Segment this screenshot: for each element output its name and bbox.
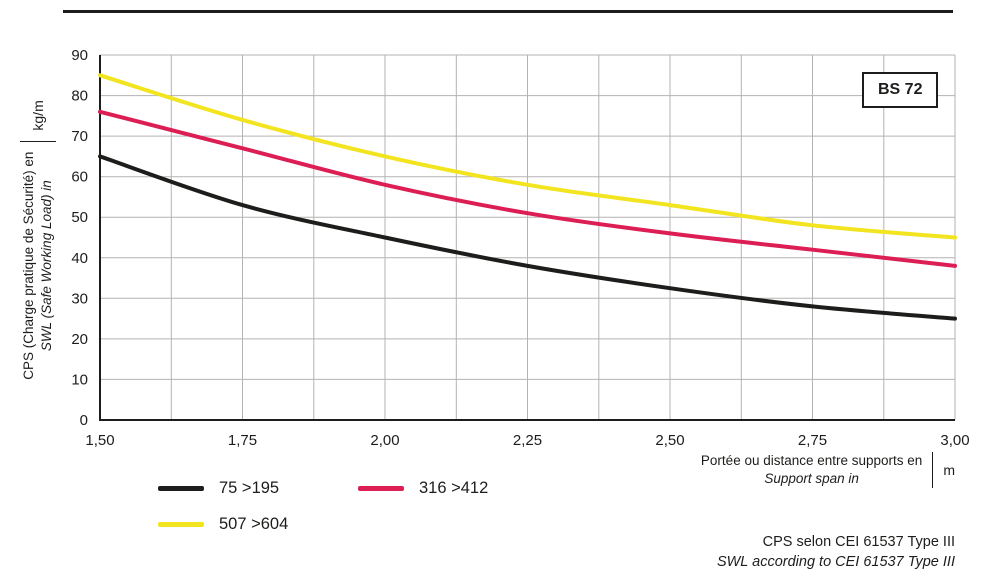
standards-note-en: SWL according to CEI 61537 Type III	[716, 553, 955, 570]
legend-swatch-black	[158, 486, 204, 491]
series-line	[98, 154, 957, 321]
standards-note-fr: CPS selon CEI 61537 Type III	[762, 534, 955, 550]
axes	[99, 55, 955, 421]
legend-swatch-pink	[358, 486, 404, 491]
x-axis-title-fr: Portée ou distance entre supports en	[700, 453, 923, 469]
legend-label: 75 >195	[219, 479, 280, 497]
svg-text:3,00: 3,00	[940, 432, 969, 449]
y-tick-labels: 0 10 20 30 40 50 60 70 80 90	[71, 47, 88, 429]
standards-note: CPS selon CEI 61537 Type III SWL accordi…	[555, 533, 955, 572]
x-unit-separator	[932, 452, 934, 488]
legend-item: 75 >195	[158, 479, 358, 498]
series-line	[98, 73, 957, 240]
svg-text:70: 70	[71, 128, 88, 145]
svg-text:2,75: 2,75	[798, 432, 827, 449]
product-badge: BS 72	[862, 72, 939, 108]
top-rule	[63, 10, 953, 13]
svg-text:60: 60	[71, 169, 88, 186]
y-axis-title-fr: CPS (Charge pratique de Sécurité) en	[21, 151, 37, 380]
y-axis-label: CPS (Charge pratique de Sécurité) en SWL…	[10, 50, 66, 430]
x-axis-label: Portée ou distance entre supports en Sup…	[560, 452, 955, 488]
series-line	[98, 109, 957, 268]
legend-item: 507 >604	[158, 515, 358, 534]
y-axis-title-en: SWL (Safe Working Load) in	[39, 180, 54, 352]
svg-text:2,00: 2,00	[370, 432, 399, 449]
legend-swatch-yellow	[158, 522, 204, 527]
svg-text:20: 20	[71, 331, 88, 348]
svg-text:30: 30	[71, 290, 88, 307]
svg-text:2,25: 2,25	[513, 432, 542, 449]
svg-text:0: 0	[80, 412, 88, 429]
x-axis-title-en: Support span in	[764, 471, 859, 486]
y-unit-separator	[20, 140, 56, 142]
legend: 75 >195 316 >412 507 >604	[158, 479, 598, 534]
svg-text:80: 80	[71, 88, 88, 105]
svg-text:50: 50	[71, 209, 88, 226]
legend-item: 316 >412	[358, 479, 558, 498]
svg-text:2,50: 2,50	[655, 432, 684, 449]
x-axis-title: Portée ou distance entre supports en Sup…	[701, 452, 922, 487]
svg-text:40: 40	[71, 250, 88, 267]
svg-text:1,75: 1,75	[228, 432, 257, 449]
gridlines	[100, 54, 956, 420]
legend-label: 316 >412	[419, 479, 489, 497]
svg-text:90: 90	[71, 47, 88, 64]
legend-label: 507 >604	[219, 515, 289, 533]
x-axis-unit: m	[943, 462, 955, 478]
y-axis-title: CPS (Charge pratique de Sécurité) en SWL…	[20, 152, 55, 380]
svg-text:1,50: 1,50	[85, 432, 114, 449]
y-axis-unit: kg/m	[30, 100, 46, 131]
x-tick-labels: 1,50 1,75 2,00 2,25 2,50 2,75 3,00	[85, 432, 969, 449]
svg-text:10: 10	[71, 371, 88, 388]
